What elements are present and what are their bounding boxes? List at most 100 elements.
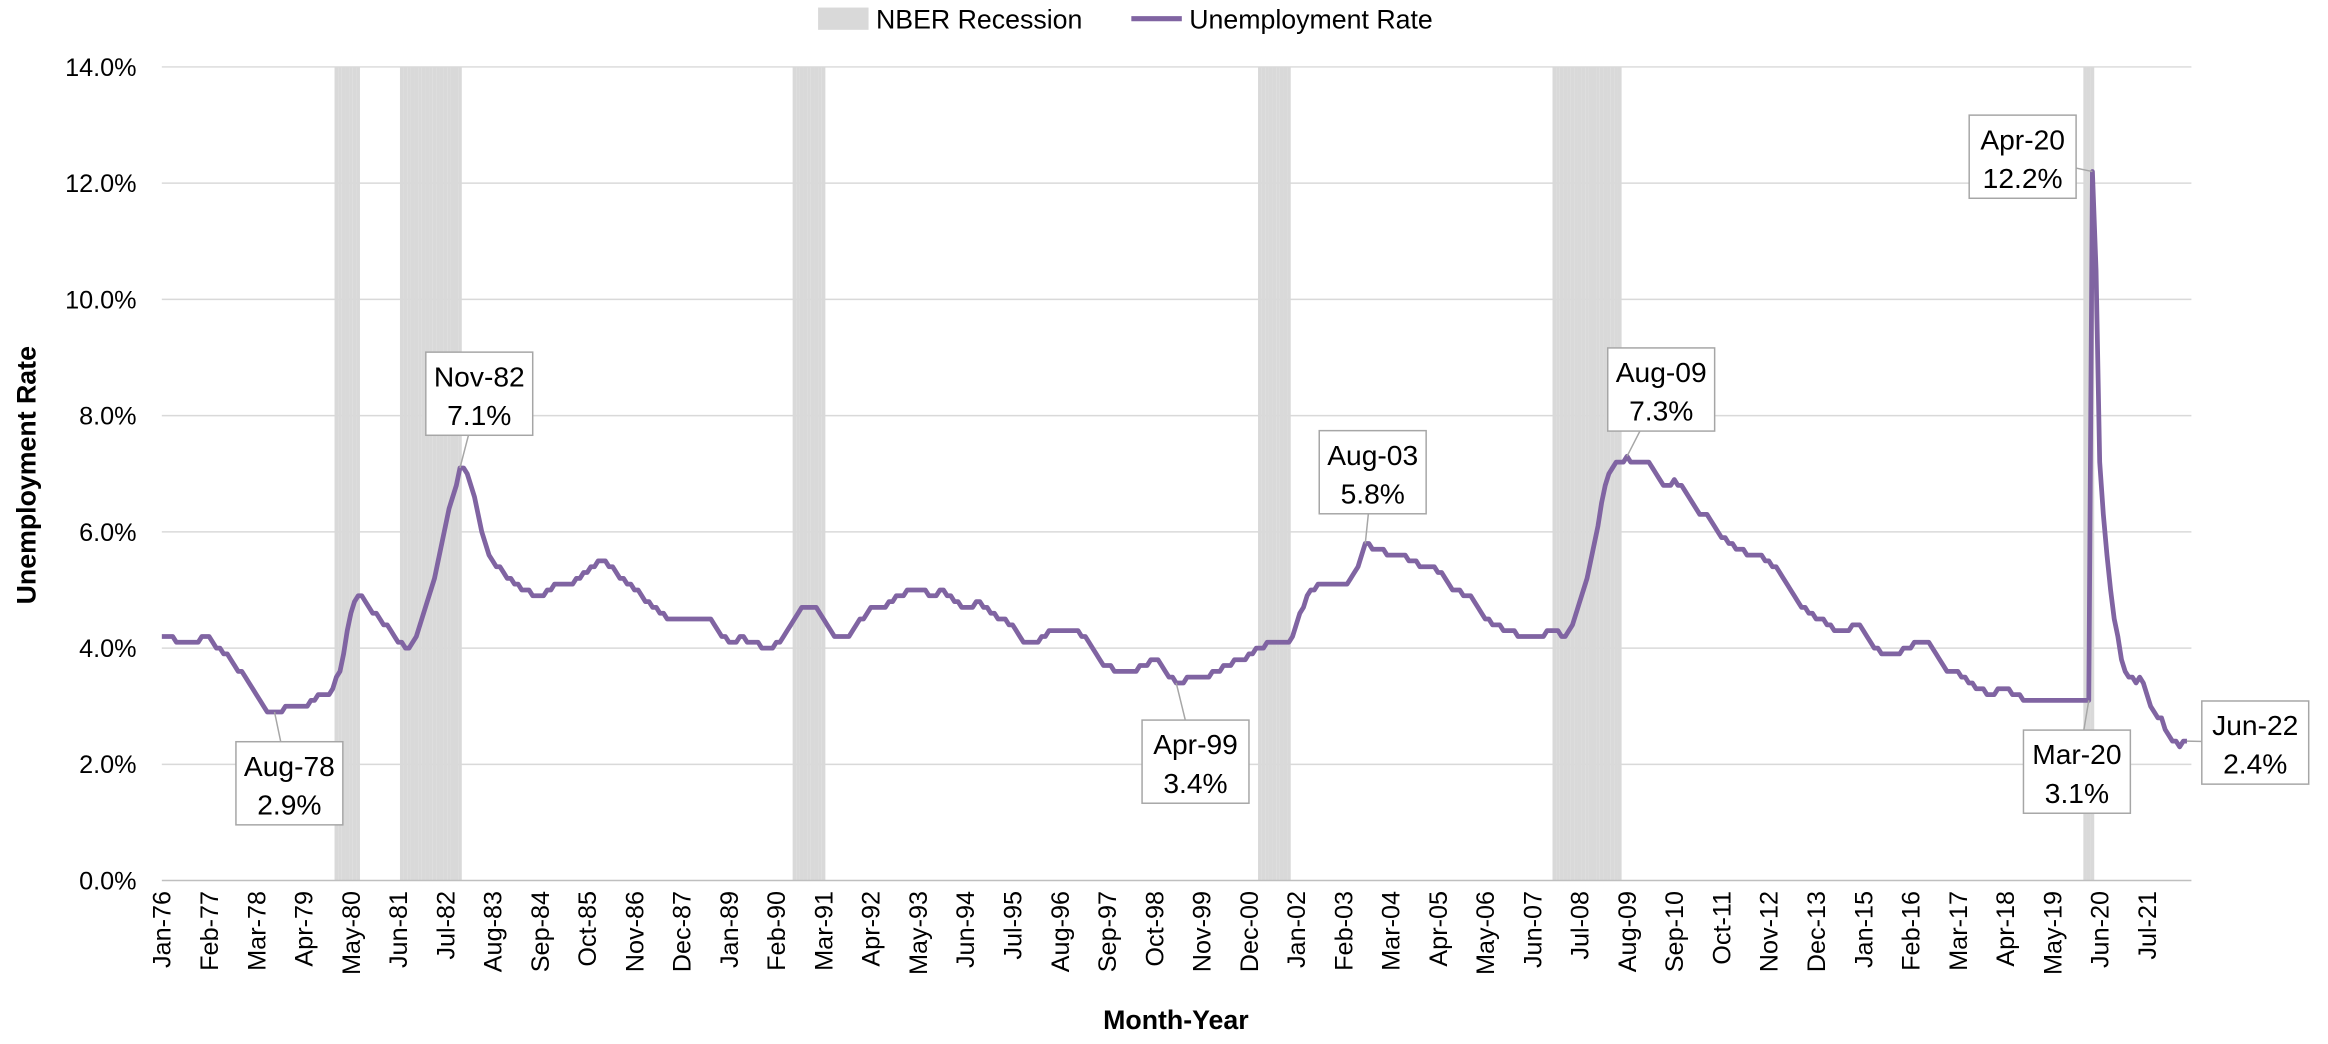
annotation-label: Mar-20 [2032, 738, 2121, 770]
annotation-box [425, 351, 534, 437]
recession-bar [338, 66, 342, 881]
recession-bar [799, 66, 804, 881]
recession-bar [410, 66, 415, 881]
recession-bar [1268, 66, 1273, 881]
x-tick-label: Apr-05 [1425, 891, 1453, 967]
recession-bar [2083, 66, 2087, 881]
recession-bar [1287, 66, 1291, 881]
recession-bar [803, 66, 808, 881]
recession-bar [1581, 66, 1586, 881]
y-tick-label: 8.0% [79, 403, 136, 431]
recession-bar [436, 66, 440, 881]
recession-bar [352, 66, 357, 881]
annotations: Aug-78 2.9% Nov-82 7.1% Apr-99 3.4% Aug-03 5.8%… [235, 114, 2310, 826]
annotation-box [2022, 729, 2132, 814]
y-tick-label: 10.0% [65, 286, 137, 314]
x-tick-label: Mar-04 [1378, 891, 1406, 971]
legend-label: Unemployment Rate [1189, 4, 1433, 34]
annotation-box [1141, 719, 1250, 804]
recession-bar [432, 66, 437, 881]
y-tick-label: 4.0% [79, 635, 136, 663]
x-tick-label: Apr-79 [291, 891, 319, 967]
legend-label: NBER Recession [876, 4, 1082, 34]
x-axis-title: Month-Year [1103, 1005, 1248, 1035]
x-tick-label: May-93 [905, 891, 933, 975]
recession-bar [1585, 66, 1589, 881]
x-tick-label: May-80 [338, 891, 366, 975]
recession-bar [1614, 66, 1618, 881]
x-tick-label: Sep-97 [1094, 891, 1122, 972]
annotation-box [1607, 347, 1716, 432]
recession-bar [1258, 66, 1262, 881]
recession-bar [821, 66, 826, 881]
recession-bar [1261, 66, 1266, 881]
x-tick-label: Jul-21 [2134, 891, 2162, 960]
recession-bar [421, 66, 426, 881]
recession-bar [403, 66, 408, 881]
recession-bar [1283, 66, 1288, 881]
annotation-value: 2.9% [257, 788, 321, 820]
recession-bar [399, 66, 404, 881]
annotation-label: Apr-99 [1153, 728, 1238, 760]
x-tick-label: May-06 [1472, 891, 1500, 975]
recession-bar [1272, 66, 1277, 881]
x-tick-label: Jun-81 [385, 891, 413, 968]
recession-bar [1574, 66, 1578, 881]
x-tick-label: Sep-84 [527, 891, 555, 972]
x-tick-label: Sep-10 [1661, 891, 1689, 972]
recession-bar [439, 66, 444, 881]
recession-bar [345, 66, 350, 881]
recession-bar [407, 66, 411, 881]
recession-bar [341, 66, 346, 881]
unemployment-line [161, 169, 2187, 750]
annotation-value: 3.4% [1163, 767, 1227, 799]
recession-bar [1610, 66, 1615, 881]
annotation-value: 7.1% [447, 399, 511, 431]
recession-bar [792, 66, 797, 881]
x-tick-label: Nov-99 [1189, 891, 1217, 972]
y-tick-label: 2.0% [79, 751, 136, 779]
x-tick-label: Jun-94 [952, 891, 980, 968]
recession-bar [1588, 66, 1593, 881]
annotation-label: Aug-03 [1327, 439, 1418, 471]
recession-bar [447, 66, 451, 881]
recession-bar [1556, 66, 1560, 881]
x-tick-label: Jan-02 [1283, 891, 1311, 968]
y-tick-label: 12.0% [65, 170, 137, 198]
annotation-label: Aug-78 [244, 750, 335, 782]
annotation-value: 2.4% [2223, 748, 2287, 780]
recession-bar [1592, 66, 1597, 881]
x-tick-label: Oct-85 [574, 891, 602, 967]
annotation-box [1968, 114, 2077, 200]
recession-bar [1559, 66, 1564, 881]
x-tick-label: Dec-00 [1236, 891, 1264, 972]
recession-bar [414, 66, 419, 881]
annotation-label: Aug-09 [1616, 356, 1707, 388]
annotation-label: Jun-22 [2212, 709, 2298, 741]
x-tick-label: Jun-20 [2087, 891, 2115, 968]
x-tick-label: Apr-92 [858, 891, 886, 967]
x-tick-label: Jun-07 [1519, 891, 1547, 968]
y-tick-label: 14.0% [65, 54, 137, 82]
x-tick-label: Dec-13 [1803, 891, 1831, 972]
x-tick-label: Mar-78 [243, 891, 271, 971]
y-tick-label: 6.0% [79, 519, 136, 547]
x-tick-label: Oct-98 [1141, 891, 1169, 967]
x-tick-label: Feb-03 [1330, 891, 1358, 971]
recession-bar [1552, 66, 1557, 881]
recession-bar [1603, 66, 1608, 881]
y-axis-title: Unemployment Rate [12, 346, 42, 604]
recession-bar [349, 66, 353, 881]
y-tick-label: 0.0% [79, 867, 136, 895]
x-tick-label: Feb-90 [763, 891, 791, 971]
recession-bar [818, 66, 822, 881]
x-tick-label: May-19 [2039, 891, 2067, 975]
recession-bar [1577, 66, 1582, 881]
annotation-box [235, 740, 344, 826]
x-tick-label: Feb-77 [196, 891, 224, 971]
x-tick-label: Jul-08 [1567, 891, 1595, 960]
recession-bar [1617, 66, 1622, 881]
recession-bar [418, 66, 422, 881]
